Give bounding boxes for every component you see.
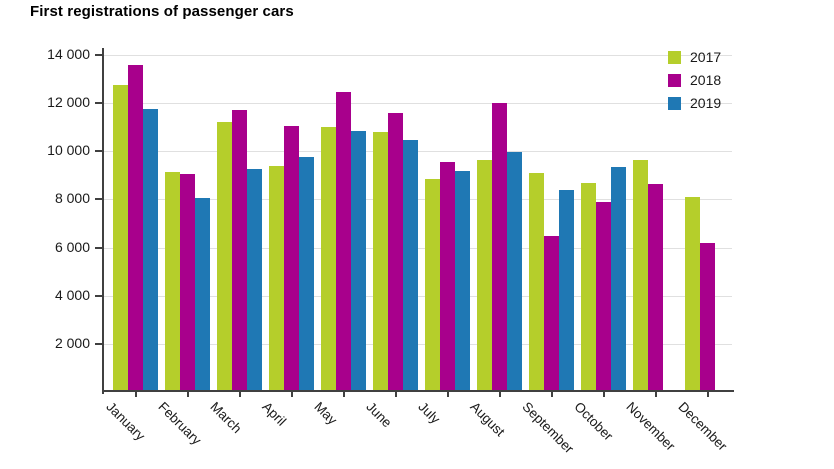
bar-april-2019: [299, 157, 314, 392]
legend-item-2019: 2019: [668, 96, 721, 110]
y-axis-label-6000: 6 000: [54, 238, 90, 255]
bar-march-2017: [217, 122, 232, 392]
gridline-10000: [104, 151, 732, 153]
gridline-14000: [104, 55, 732, 56]
bar-october-2017: [581, 183, 596, 392]
x-axis-tick-july: [447, 392, 449, 397]
y-axis-tick-2000: [95, 342, 102, 345]
bar-september-2018: [544, 236, 559, 392]
bar-march-2019: [247, 169, 262, 392]
bar-january-2017: [113, 85, 128, 392]
y-axis-label-12000: 12 000: [47, 94, 90, 111]
bar-november-2017: [633, 160, 648, 392]
x-axis-label-october: October: [571, 399, 616, 444]
x-axis-tick-august: [499, 392, 501, 397]
bar-february-2019: [195, 198, 210, 392]
bar-july-2018: [440, 162, 455, 392]
plot-area: [95, 48, 734, 397]
bar-january-2018: [128, 65, 143, 392]
x-axis-label-january: January: [103, 399, 148, 444]
legend-swatch-2017: [668, 50, 681, 64]
bar-may-2017: [321, 127, 336, 392]
bar-march-2018: [232, 110, 247, 392]
x-axis-label-june: June: [363, 399, 395, 431]
x-axis-label-november: November: [623, 399, 679, 454]
bar-october-2019: [611, 167, 626, 392]
gridline-4000: [104, 295, 732, 297]
y-axis-tick-14000: [95, 54, 102, 56]
bar-august-2019: [507, 152, 522, 392]
x-axis-tick-june: [395, 392, 397, 397]
x-axis-tick-november: [655, 392, 657, 397]
x-axis-label-april: April: [259, 399, 290, 429]
bar-july-2019: [455, 171, 470, 392]
legend-label-2017: 2017: [690, 49, 722, 65]
x-axis-tick-september: [551, 392, 553, 397]
bar-december-2017: [685, 197, 700, 392]
x-axis-tick-january: [135, 392, 137, 397]
x-axis-label-august: August: [467, 399, 508, 440]
bar-november-2018: [648, 184, 663, 392]
bar-february-2018: [180, 174, 195, 392]
legend-item-2017: 2017: [668, 50, 721, 64]
y-axis-label-4000: 4 000: [54, 286, 90, 303]
legend-swatch-2018: [668, 73, 681, 87]
bar-june-2017: [373, 132, 388, 392]
legend-label-2018: 2018: [690, 72, 722, 88]
bar-april-2017: [269, 166, 284, 392]
y-axis-tick-6000: [95, 246, 102, 249]
x-axis-line: [102, 390, 734, 392]
bar-february-2017: [165, 172, 180, 392]
bar-april-2018: [284, 126, 299, 392]
bar-july-2017: [425, 179, 440, 392]
x-axis-label-july: July: [415, 399, 443, 427]
y-axis-line: [102, 48, 104, 394]
bar-january-2019: [143, 109, 158, 392]
y-axis-tick-12000: [95, 102, 102, 105]
x-axis-label-may: May: [311, 399, 341, 428]
x-axis-tick-december: [707, 392, 709, 397]
bar-august-2017: [477, 160, 492, 392]
x-axis-tick-october: [603, 392, 605, 397]
gridline-8000: [104, 199, 732, 201]
x-axis-tick-may: [343, 392, 345, 397]
x-axis-label-february: February: [155, 399, 205, 448]
x-axis-tick-march: [239, 392, 241, 397]
y-axis-label-14000: 14 000: [47, 46, 90, 62]
bar-september-2017: [529, 173, 544, 392]
legend: 2017 2018 2019: [668, 50, 721, 119]
y-axis-label-8000: 8 000: [54, 190, 90, 207]
legend-item-2018: 2018: [668, 73, 721, 87]
bar-september-2019: [559, 190, 574, 392]
legend-swatch-2019: [668, 96, 681, 110]
x-axis-label-march: March: [207, 399, 245, 437]
bar-august-2018: [492, 103, 507, 392]
y-axis-tick-8000: [95, 198, 102, 201]
chart-title: First registrations of passenger cars: [30, 3, 294, 20]
x-axis-label-december: December: [675, 399, 731, 454]
y-axis-tick-10000: [95, 150, 102, 153]
x-axis-tick-april: [291, 392, 293, 397]
gridline-6000: [104, 247, 732, 249]
bar-may-2019: [351, 131, 366, 392]
y-axis-tick-4000: [95, 294, 102, 297]
x-axis-tick-february: [187, 392, 189, 397]
bar-october-2018: [596, 202, 611, 392]
y-axis-label-10000: 10 000: [47, 142, 90, 159]
y-axis-label-2000: 2 000: [54, 334, 90, 351]
gridline-2000: [104, 343, 732, 345]
gridline-12000: [104, 103, 732, 105]
bar-june-2018: [388, 113, 403, 392]
legend-label-2019: 2019: [690, 95, 722, 111]
bar-december-2018: [700, 243, 715, 392]
x-axis-label-september: September: [519, 399, 577, 457]
bar-june-2019: [403, 140, 418, 392]
bar-may-2018: [336, 92, 351, 392]
